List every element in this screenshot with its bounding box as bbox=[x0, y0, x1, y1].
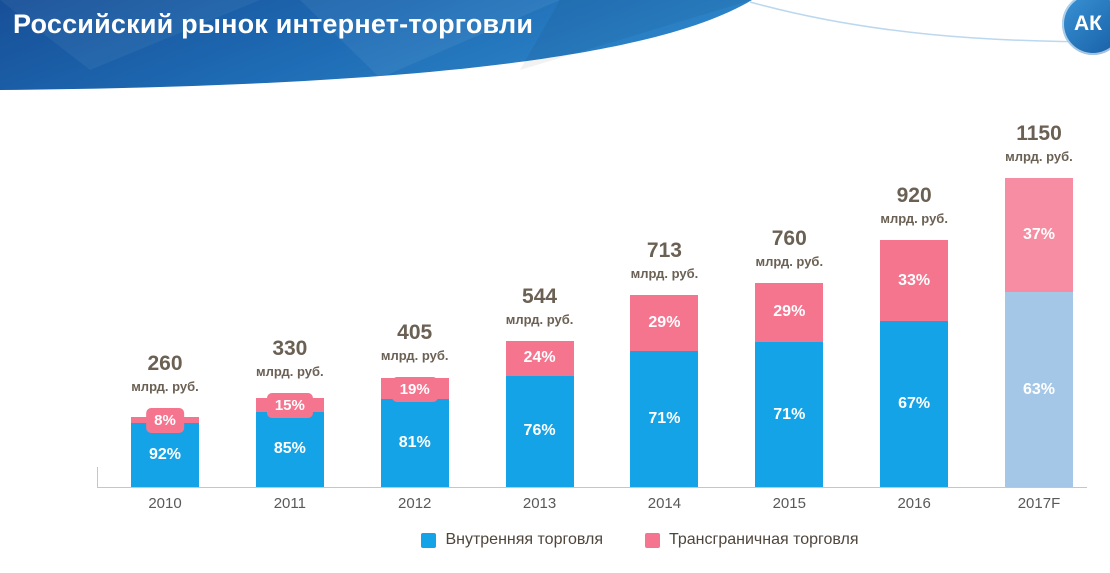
category-label: 2011 bbox=[273, 495, 306, 512]
bar-unit-label: млрд. руб. bbox=[131, 378, 199, 394]
percent-label-domestic: 63% bbox=[1022, 380, 1055, 398]
bar-segment-domestic bbox=[131, 422, 199, 487]
bar-segment-domestic bbox=[380, 398, 449, 487]
percent-chip-crossborder: 19% bbox=[391, 376, 438, 402]
akit-logo-text: АК bbox=[1074, 12, 1102, 35]
percent-label-domestic: 71% bbox=[773, 405, 806, 423]
bar-segment-domestic bbox=[880, 321, 949, 487]
bar-value-label: 260 млрд. руб. bbox=[100, 351, 230, 395]
category-label: 2013 bbox=[522, 495, 557, 512]
bar-segment-crossborder bbox=[505, 340, 574, 376]
bar-segment-domestic bbox=[505, 375, 574, 487]
chart-legend: Внутренняя торговля Трансграничная торго… bbox=[0, 531, 1110, 549]
percent-label-domestic: 71% bbox=[648, 409, 681, 427]
bar-segment-domestic bbox=[255, 411, 324, 487]
percent-chip-crossborder: 8% bbox=[146, 407, 184, 433]
bar-total-value: 713 bbox=[646, 239, 682, 263]
percent-label-domestic: 85% bbox=[273, 440, 306, 458]
bar-unit-label: млрд. руб. bbox=[256, 363, 324, 379]
percent-label-crossborder: 33% bbox=[898, 271, 931, 289]
bar-segment-domestic bbox=[1004, 292, 1073, 487]
bar-value-label: 330 млрд. руб. bbox=[225, 336, 355, 380]
bar-unit-label: млрд. руб. bbox=[880, 210, 948, 226]
bar-value-label: 713 млрд. руб. bbox=[599, 238, 729, 282]
category-label: 2014 bbox=[647, 495, 682, 512]
bar-total-value: 1150 bbox=[1016, 122, 1062, 145]
percent-label-crossborder: 29% bbox=[773, 303, 806, 321]
bar-total-value: 330 bbox=[272, 336, 308, 360]
x-axis bbox=[97, 487, 1087, 488]
page-title: Российский рынок интернет-торговли bbox=[13, 9, 534, 39]
bar-unit-label: млрд. руб. bbox=[505, 311, 574, 327]
percent-label-domestic: 81% bbox=[398, 433, 431, 451]
percent-label-crossborder: 29% bbox=[648, 314, 681, 332]
bar-total-value: 405 bbox=[397, 320, 433, 344]
bar-value-label: 405 млрд. руб. bbox=[350, 320, 480, 364]
bar-total-value: 920 bbox=[896, 183, 932, 207]
y-axis-tick bbox=[97, 467, 98, 487]
bar-total-value: 760 bbox=[771, 226, 807, 250]
category-label: 2017F bbox=[1017, 495, 1061, 512]
percent-label-domestic: 67% bbox=[898, 395, 931, 413]
bar-unit-label: млрд. руб. bbox=[380, 347, 449, 363]
category-label: 2010 bbox=[148, 495, 182, 512]
percent-chip-crossborder: 15% bbox=[266, 392, 313, 418]
bar-total-value: 260 bbox=[147, 351, 183, 375]
percent-label-domestic: 92% bbox=[148, 445, 182, 463]
category-label: 2012 bbox=[398, 495, 432, 512]
legend-label-domestic: Внутренняя торговля bbox=[445, 531, 603, 548]
legend-item-domestic: Внутренняя торговля bbox=[421, 531, 603, 549]
bar-total-value: 544 bbox=[522, 284, 558, 308]
bar-value-label: 1150 млрд. руб. bbox=[974, 121, 1104, 165]
percent-label-crossborder: 24% bbox=[523, 349, 556, 367]
bar-value-label: 920 млрд. руб. bbox=[849, 183, 979, 227]
category-label: 2015 bbox=[772, 495, 806, 512]
category-label: 2016 bbox=[897, 495, 931, 512]
bar-segment-crossborder bbox=[755, 282, 824, 342]
legend-swatch-domestic-icon bbox=[421, 532, 437, 548]
bar-segment-domestic bbox=[630, 350, 699, 487]
bar-segment-crossborder bbox=[880, 239, 949, 322]
bar-segment-domestic bbox=[755, 342, 824, 487]
bar-segment-crossborder bbox=[630, 295, 699, 351]
bar-value-label: 760 млрд. руб. bbox=[724, 226, 854, 270]
percent-label-crossborder: 37% bbox=[1022, 226, 1055, 244]
header-band-decoration bbox=[0, 0, 1110, 90]
legend-label-crossborder: Трансграничная торговля bbox=[668, 531, 859, 548]
legend-swatch-crossborder-icon bbox=[644, 532, 660, 548]
percent-label-domestic: 76% bbox=[523, 422, 556, 440]
akit-logo: АК bbox=[1062, 0, 1110, 55]
bar-unit-label: млрд. руб. bbox=[630, 266, 699, 282]
bar-unit-label: млрд. руб. bbox=[1005, 149, 1073, 164]
legend-item-crossborder: Трансграничная торговля bbox=[644, 531, 859, 549]
bar-unit-label: млрд. руб. bbox=[755, 253, 824, 269]
bar-value-label: 544 млрд. руб. bbox=[475, 284, 605, 328]
bar-segment-crossborder bbox=[1004, 178, 1073, 293]
